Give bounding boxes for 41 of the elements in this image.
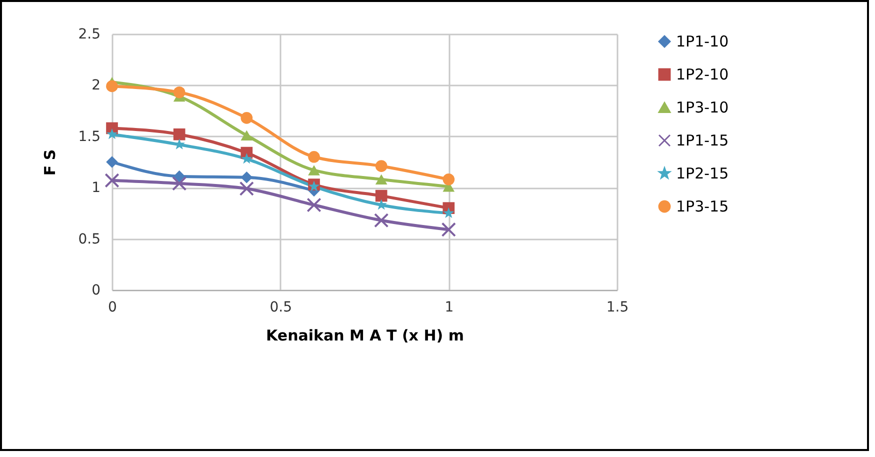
legend-label: 1P1-10 <box>676 32 729 50</box>
y-tick-label: 2.5 <box>78 26 100 42</box>
point <box>104 173 120 188</box>
legend-label: 1P2-10 <box>676 66 729 84</box>
x-tick-label: 1 <box>444 300 454 316</box>
y-tick-label: 0 <box>92 282 100 298</box>
legend-label: 1P3-15 <box>676 198 729 216</box>
point <box>173 128 186 140</box>
point <box>443 207 454 218</box>
x-tick-label: 0.5 <box>270 300 292 316</box>
y-tick-label: 2 <box>92 78 100 94</box>
point <box>374 213 389 228</box>
point <box>442 174 455 186</box>
point <box>241 153 252 164</box>
x-tick-label: 1.5 <box>606 300 629 316</box>
legend-label: 1P3-10 <box>676 98 729 116</box>
point <box>240 112 253 124</box>
point <box>441 222 456 237</box>
legend-label: 1P2-15 <box>676 164 729 182</box>
point <box>173 86 186 98</box>
point <box>239 181 254 196</box>
point <box>240 171 253 184</box>
point <box>106 128 118 140</box>
y-tick-label: 1.5 <box>78 128 100 145</box>
point <box>375 190 388 202</box>
x-tick-label: 0 <box>108 300 117 316</box>
point <box>173 170 186 182</box>
legend-label: 1P1-15 <box>676 132 729 150</box>
point <box>375 160 388 172</box>
point <box>308 165 320 176</box>
point <box>172 176 187 191</box>
point <box>306 198 322 212</box>
y-tick-label: 0.5 <box>78 231 100 248</box>
x-axis-title: Kenaikan M A T (x H) m <box>266 326 464 344</box>
point <box>106 156 118 168</box>
point <box>106 80 118 92</box>
point <box>375 174 388 185</box>
y-axis-title: F S <box>41 149 60 176</box>
point <box>240 130 253 140</box>
point <box>308 150 320 163</box>
y-tick-label: 1 <box>92 180 100 196</box>
